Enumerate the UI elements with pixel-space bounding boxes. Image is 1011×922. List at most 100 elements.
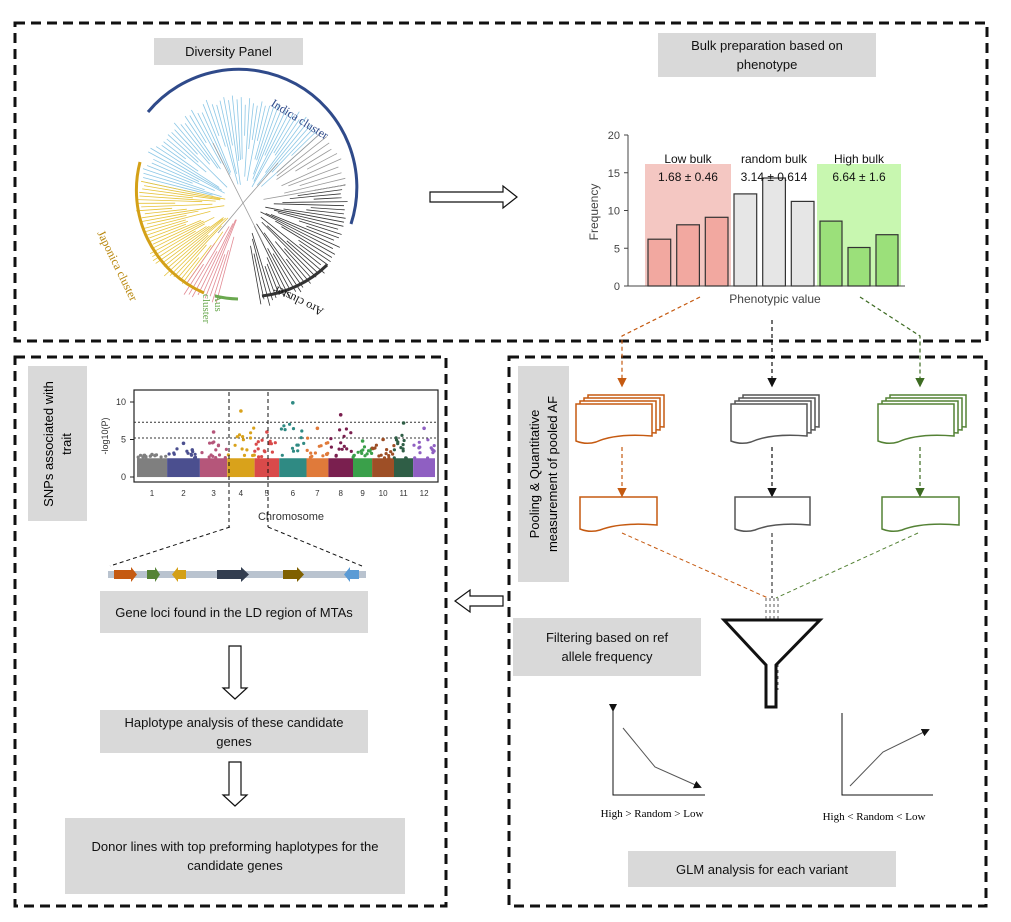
manhattan-point	[245, 448, 249, 452]
manhattan-point	[256, 440, 260, 444]
manhattan-chr-band	[306, 458, 329, 478]
tree-branch	[256, 105, 266, 141]
tree-branch	[248, 103, 254, 150]
manhattan-point	[417, 440, 421, 444]
aus-cluster-label: Aus cluster	[200, 294, 224, 323]
tree-branch	[263, 184, 345, 200]
manhattan-point	[253, 449, 257, 453]
manhattan-point	[373, 446, 377, 450]
manhattan-point	[365, 452, 369, 456]
tree-branch	[166, 138, 207, 173]
tree-branch	[204, 219, 237, 299]
manhattan-point	[273, 441, 277, 445]
bulk-group-stat: 6.64 ± 1.6	[832, 170, 886, 184]
bulk-bar	[676, 224, 701, 287]
document-stacks	[575, 394, 967, 445]
tree-branch	[231, 95, 240, 161]
manhattan-point	[370, 451, 374, 455]
tree-branch	[286, 240, 325, 274]
manhattan-point	[432, 444, 436, 448]
manhattan-point	[400, 433, 404, 437]
manhattan-point	[189, 453, 194, 457]
manhattan-point	[190, 448, 194, 452]
gene-track	[108, 567, 366, 582]
tree-branch	[148, 151, 225, 194]
bulk-bar	[847, 246, 871, 287]
manhattan-point	[233, 443, 237, 447]
manhattan-point	[337, 447, 341, 451]
tree-branch	[281, 226, 333, 258]
manhattan-point	[262, 449, 266, 453]
bulk-ytick-label: 10	[608, 206, 620, 218]
connector-high	[859, 296, 925, 388]
manhattan-point	[356, 450, 360, 454]
manhattan-point	[342, 434, 346, 438]
manhattan-point	[299, 436, 303, 440]
manhattan-point	[167, 452, 171, 456]
manhattan-chr-label: 8	[338, 489, 343, 498]
manhattan-point	[329, 437, 333, 441]
manhattan-point	[339, 441, 343, 445]
tree-branch	[260, 216, 322, 266]
tree-branch	[201, 112, 231, 175]
doc-stack-sheet	[575, 403, 653, 445]
tree-branch	[169, 217, 229, 276]
tree-branch	[253, 111, 290, 182]
manhattan-point	[283, 428, 287, 432]
tree-branch	[142, 168, 205, 191]
tree-branch	[161, 144, 199, 172]
tree-branch	[145, 221, 189, 236]
manhattan-point	[326, 441, 330, 445]
manhattan-point	[374, 443, 378, 447]
tree-branch	[215, 236, 235, 303]
manhattan-point	[296, 449, 300, 453]
tree-branch	[275, 220, 336, 255]
tree-branch	[150, 147, 223, 191]
tree-branch	[299, 243, 329, 266]
manhattan-point	[211, 454, 215, 458]
manhattan-point	[338, 428, 342, 432]
tree-branch	[188, 226, 230, 295]
diversity-panel-label: Diversity Panel	[154, 38, 303, 65]
tree-branch	[146, 165, 193, 184]
tree-branch	[163, 218, 224, 267]
manhattan-chr-band	[227, 458, 255, 478]
tree-branch	[297, 189, 343, 196]
bulk-ytick-label: 5	[614, 243, 620, 255]
bulk-ytick-label: 20	[608, 130, 620, 142]
tree-branch	[219, 100, 237, 174]
bulk-group-stat: 3.14 ± 0.614	[741, 170, 808, 184]
manhattan-peak-point	[315, 426, 320, 431]
manhattan-point	[291, 449, 296, 453]
tree-branch	[205, 99, 220, 137]
bulk-preparation-label: Bulk preparation based on phenotype	[658, 33, 876, 77]
snps-trait-label: SNPs associated with trait	[28, 366, 87, 521]
bulk-group-name: High bulk	[834, 152, 885, 166]
tree-branch	[306, 153, 338, 170]
tree-branch	[144, 208, 187, 215]
tree-branch	[244, 98, 251, 177]
ld-region-lines	[109, 526, 363, 567]
manhattan-point	[363, 454, 367, 458]
manhattan-chr-band	[394, 458, 414, 478]
tree-branch	[141, 180, 226, 200]
manhattan-chr-label: 2	[181, 489, 186, 498]
manhattan-point	[159, 455, 163, 459]
pooling-text: Pooling & Quantitative measurement of po…	[526, 395, 560, 553]
tree-branch	[256, 124, 306, 186]
manhattan-chr-band	[279, 458, 307, 478]
tree-branch	[273, 203, 345, 207]
tree-branch	[265, 206, 345, 223]
ld-highlight	[228, 392, 269, 527]
tree-branch	[250, 245, 262, 305]
tree-branch	[144, 185, 221, 200]
tree-branch	[261, 221, 317, 278]
manhattan-point	[268, 439, 272, 443]
tree-branch	[143, 172, 222, 197]
phylogenetic-tree	[134, 67, 359, 306]
manhattan-chr-label: 1	[150, 489, 155, 498]
tree-branch	[202, 219, 236, 294]
manhattan-point	[329, 445, 333, 449]
manhattan-point	[193, 455, 198, 459]
